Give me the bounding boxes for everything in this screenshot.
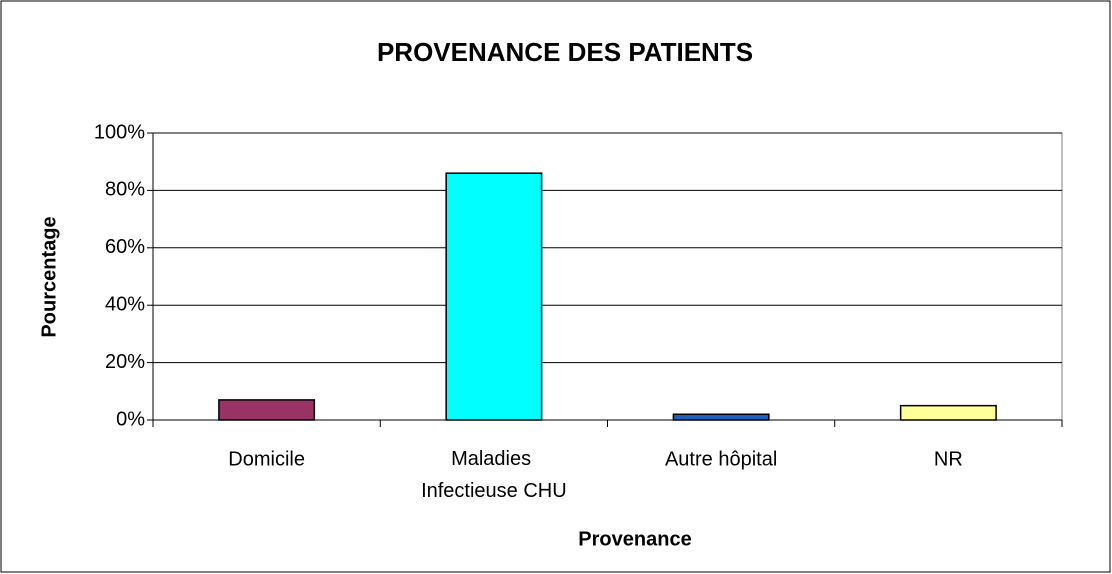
y-axis-label: Pourcentage [38, 216, 60, 337]
x-tick-label: Maladies Infectieuse CHU [421, 448, 567, 502]
x-tick-label: Autre hôpital [665, 448, 777, 470]
y-tick-label: 100% [94, 121, 145, 143]
chart-title: PROVENANCE DES PATIENTS [377, 37, 753, 67]
y-tick-label: 80% [105, 179, 145, 201]
x-tick-label: NR [934, 448, 963, 470]
bar [445, 172, 543, 421]
x-tick-label: Domicile [228, 448, 305, 470]
bar [899, 404, 997, 421]
y-tick-label: 20% [105, 351, 145, 373]
y-tick-label: 40% [105, 293, 145, 315]
x-tick-label-line: Infectieuse CHU [421, 480, 567, 502]
y-tick-label: 60% [105, 236, 145, 258]
x-tick-label-line: Maladies [451, 448, 537, 470]
bar [218, 399, 316, 421]
bar [672, 413, 770, 421]
y-tick-label: 0% [116, 408, 145, 430]
x-axis-label: Provenance [578, 528, 691, 550]
